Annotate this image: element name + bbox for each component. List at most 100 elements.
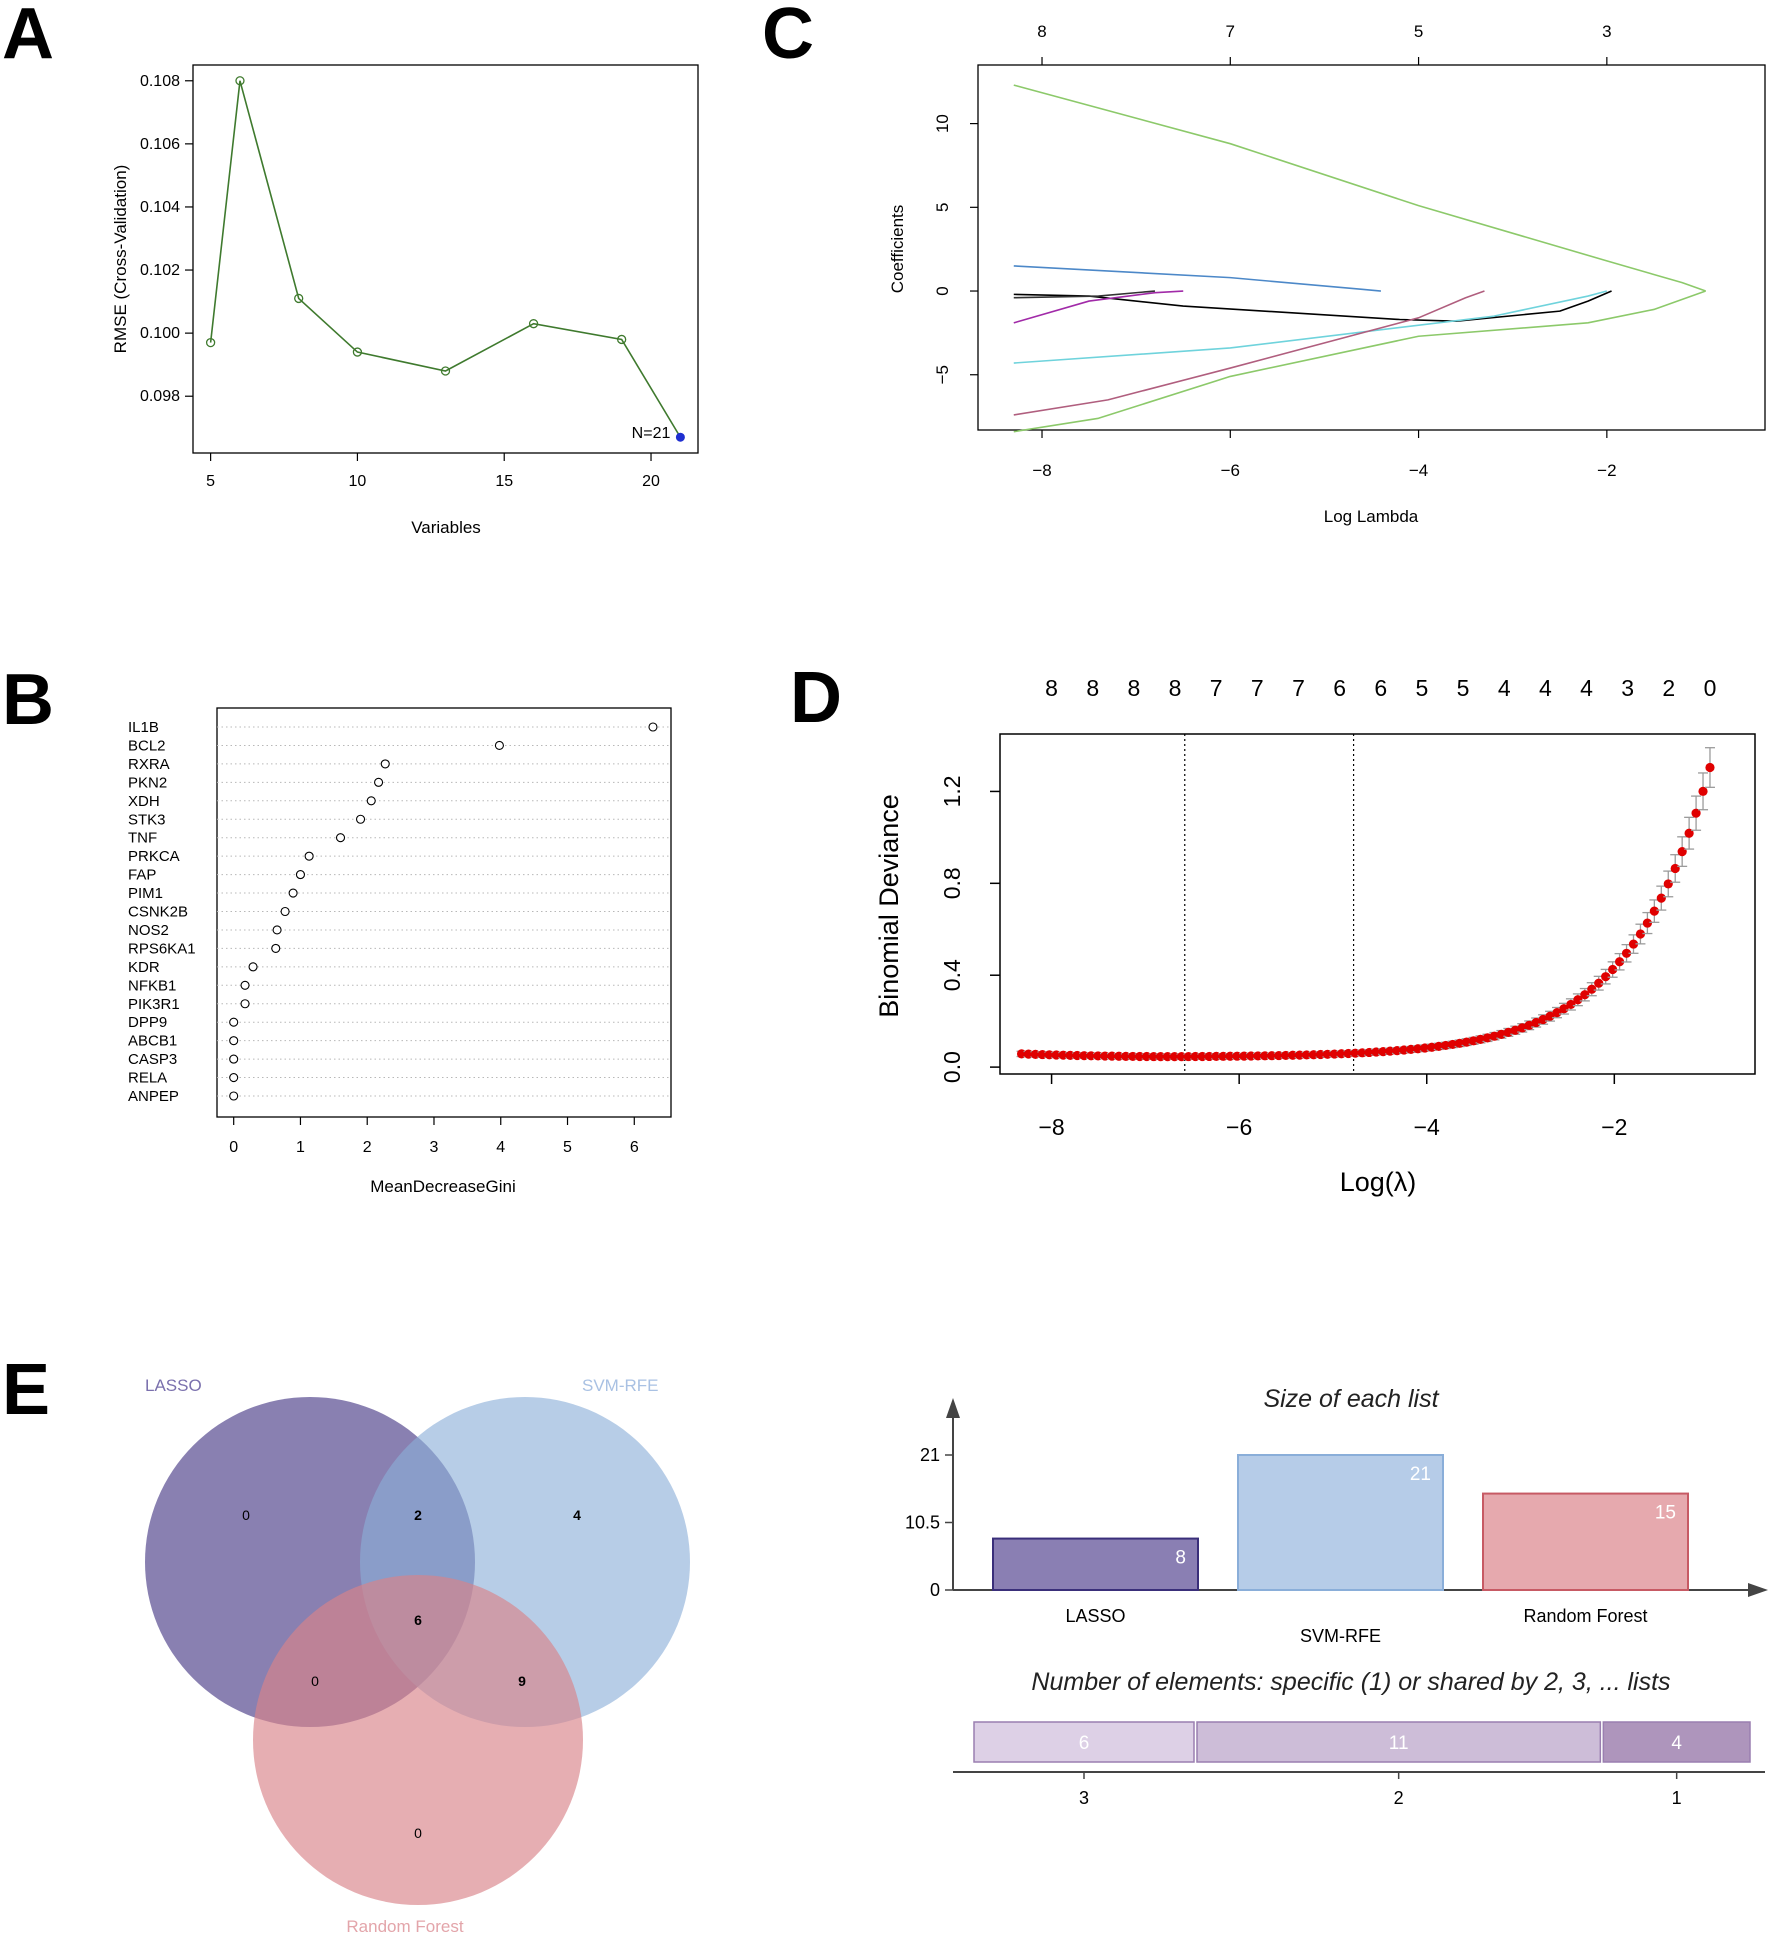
list-size-bars: 8 LASSO 21 SVM-RFE 15 Random Forest bbox=[992, 1454, 1689, 1646]
rmse-point bbox=[352, 347, 363, 357]
y-tick-label: 0.106 bbox=[140, 136, 180, 153]
gene-label: RXRA bbox=[128, 756, 170, 773]
gini-point bbox=[229, 1054, 239, 1064]
top-tick-label: 8 bbox=[1037, 22, 1046, 41]
top-tick-label: 5 bbox=[1416, 675, 1429, 701]
y-axis-label-a: RMSE (Cross-Validation) bbox=[111, 165, 130, 354]
plot-frame-a bbox=[192, 64, 699, 454]
venn-label-lasso: LASSO bbox=[145, 1376, 202, 1395]
deviance-plot bbox=[1016, 734, 1715, 1074]
top-tick-label: 3 bbox=[1602, 22, 1611, 41]
gene-label: FAP bbox=[128, 867, 156, 884]
x-tick-label: −8 bbox=[1032, 461, 1051, 480]
list-size-value: 8 bbox=[1175, 1548, 1186, 1569]
x-axis-d: −8 −6 −4 −2 bbox=[1038, 1074, 1627, 1140]
top-tick-label: 6 bbox=[1374, 675, 1387, 701]
gene-label: PRKCA bbox=[128, 848, 180, 865]
gini-point bbox=[366, 796, 376, 806]
shared-elements-category: 3 bbox=[1079, 1788, 1089, 1808]
gini-point bbox=[229, 1073, 239, 1083]
top-tick-label: 8 bbox=[1086, 675, 1099, 701]
gene-label: BCL2 bbox=[128, 737, 166, 754]
shared-elements-title: Number of elements: specific (1) or shar… bbox=[1031, 1668, 1670, 1696]
panel-label-a: A bbox=[2, 0, 54, 74]
gini-point bbox=[240, 999, 250, 1009]
gene-label: PIM1 bbox=[128, 885, 163, 902]
gene-label: RPS6KA1 bbox=[128, 940, 196, 957]
y-axis-d: 0.0 0.4 0.8 1.2 bbox=[939, 775, 1000, 1083]
y-axis-label-c: Coefficients bbox=[888, 205, 907, 294]
gini-point bbox=[494, 740, 504, 751]
x-tick-label: −2 bbox=[1601, 1114, 1627, 1140]
deviance-point bbox=[1705, 762, 1715, 773]
deviance-point bbox=[1628, 939, 1639, 949]
venn-label-random-forest: Random Forest bbox=[346, 1917, 463, 1936]
y-tick-label: 1.2 bbox=[939, 775, 965, 807]
x-tick-label: 4 bbox=[496, 1139, 505, 1156]
x-tick-label: 0 bbox=[229, 1139, 238, 1156]
shared-elements-category: 2 bbox=[1394, 1788, 1404, 1808]
top-tick-label: 2 bbox=[1662, 675, 1675, 701]
x-axis-b: 0 1 2 3 4 5 6 bbox=[229, 1117, 639, 1156]
list-size-bar bbox=[1237, 1454, 1444, 1591]
panel-label-d: D bbox=[790, 658, 842, 738]
top-axis-d: 8 8 8 8 7 7 7 6 6 5 5 4 4 4 3 2 0 bbox=[1045, 675, 1716, 701]
x-tick-label: −6 bbox=[1226, 1114, 1252, 1140]
deviance-point bbox=[1656, 893, 1666, 903]
shared-elements-bar bbox=[973, 1721, 1195, 1763]
deviance-point bbox=[1635, 929, 1646, 939]
y-tick-label: 10 bbox=[933, 114, 952, 133]
list-size-bar bbox=[992, 1537, 1199, 1591]
y-tick-label: 0.108 bbox=[140, 73, 180, 90]
gene-label: XDH bbox=[128, 793, 160, 810]
top-tick-label: 8 bbox=[1127, 675, 1140, 701]
rmse-point bbox=[235, 76, 245, 86]
gini-point bbox=[271, 943, 281, 953]
gene-label: STK3 bbox=[128, 811, 166, 828]
top-tick-label: 7 bbox=[1210, 675, 1223, 701]
x-tick-label: 20 bbox=[642, 473, 660, 490]
y-axis-a: 0.098 0.100 0.102 0.104 0.106 0.108 bbox=[140, 73, 193, 405]
venn-count-lasso-only: 0 bbox=[242, 1507, 250, 1523]
list-size-chart: Size of each list 0 10.5 21 8 LASSO 21 SVM-RF… bbox=[905, 1385, 1768, 1646]
gini-point bbox=[248, 962, 258, 972]
x-tick-label: 2 bbox=[363, 1139, 372, 1156]
x-tick-label: 6 bbox=[630, 1139, 639, 1156]
gene-label: TNF bbox=[128, 830, 157, 847]
x-axis-label-c: Log Lambda bbox=[1324, 507, 1419, 526]
x-tick-label: −8 bbox=[1038, 1114, 1064, 1140]
rmse-point bbox=[528, 319, 539, 329]
y-tick-label: −5 bbox=[933, 365, 952, 384]
rmse-best-point bbox=[675, 432, 685, 442]
top-tick-label: 7 bbox=[1251, 675, 1264, 701]
deviance-point bbox=[1614, 957, 1625, 967]
x-tick-label: −4 bbox=[1409, 461, 1428, 480]
deviance-point bbox=[1621, 948, 1632, 958]
coefficient-paths bbox=[1013, 84, 1706, 433]
gini-point bbox=[648, 722, 658, 732]
coefficient-path bbox=[1013, 290, 1612, 322]
deviance-point bbox=[1663, 879, 1673, 889]
panel-label-c: C bbox=[762, 0, 814, 74]
plot-frame-c bbox=[977, 64, 1766, 431]
y-axis-arrow-icon bbox=[946, 1398, 960, 1418]
coefficient-path bbox=[1013, 290, 1608, 364]
y-axis-c: −5 0 5 10 bbox=[933, 114, 978, 384]
x-tick-label: 1 bbox=[296, 1139, 305, 1156]
gene-label: KDR bbox=[128, 959, 160, 976]
list-size-value: 21 bbox=[1410, 1464, 1431, 1485]
deviance-point bbox=[1670, 863, 1680, 874]
shared-elements-bar bbox=[1196, 1721, 1602, 1763]
rmse-point bbox=[294, 293, 304, 304]
gene-label: CSNK2B bbox=[128, 904, 188, 921]
gini-point bbox=[280, 906, 290, 917]
coefficient-path bbox=[1013, 84, 1706, 292]
y-tick-label: 0.098 bbox=[140, 388, 180, 405]
top-tick-label: 7 bbox=[1226, 22, 1235, 41]
gini-point bbox=[295, 870, 306, 880]
shared-elements-bar bbox=[1602, 1721, 1751, 1763]
x-axis-label-b: MeanDecreaseGini bbox=[370, 1177, 516, 1196]
venn-count-rf-only: 0 bbox=[414, 1825, 422, 1841]
